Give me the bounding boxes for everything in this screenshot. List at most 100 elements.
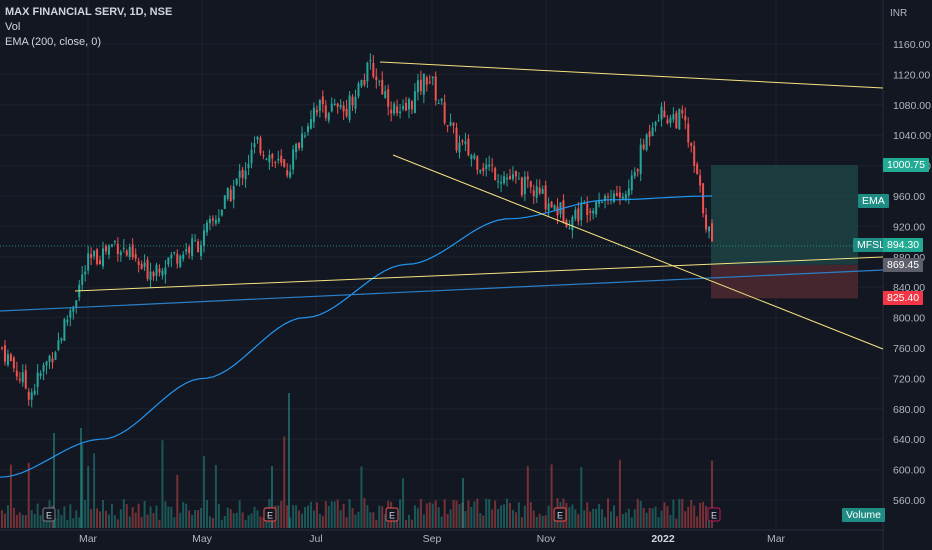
- volume-bar: [651, 508, 654, 528]
- long-position-tool[interactable]: [0, 165, 883, 299]
- candle-body: [580, 202, 583, 220]
- candle-body: [428, 81, 431, 83]
- trendlines[interactable]: [0, 61, 884, 478]
- volume-bar: [27, 462, 30, 528]
- candle-body: [336, 103, 339, 107]
- volume-bar: [42, 519, 45, 528]
- candle-body: [60, 338, 63, 341]
- volume-bar: [214, 465, 217, 528]
- price-axis[interactable]: 1160.001120.001080.001040.001000.00960.0…: [893, 39, 931, 507]
- candle-body: [574, 209, 577, 219]
- candle-body: [318, 99, 321, 112]
- candle-body: [562, 200, 565, 223]
- candle-body: [624, 194, 627, 200]
- volume-bar: [508, 503, 511, 528]
- candle-body: [12, 357, 15, 369]
- volume-bar: [33, 514, 36, 528]
- volume-bar: [636, 498, 639, 528]
- candle-body: [54, 352, 57, 360]
- time-axis[interactable]: Mar May Jul Sep Nov 2022 Mar: [79, 533, 786, 545]
- time-tick-label: Nov: [537, 533, 556, 545]
- candle-body: [523, 176, 526, 195]
- volume-bar: [137, 503, 140, 528]
- volume-bar: [541, 515, 544, 528]
- candle-body: [63, 319, 66, 341]
- volume-bar: [589, 511, 592, 528]
- earnings-marker: [385, 507, 399, 522]
- candle-body: [497, 181, 500, 183]
- volume-bar: [711, 460, 713, 528]
- candle-body: [360, 79, 363, 87]
- volume-bar: [494, 500, 497, 528]
- volume-bar: [238, 500, 241, 528]
- candle-body: [416, 80, 419, 93]
- candle-body: [223, 195, 226, 209]
- candle-body: [315, 110, 318, 113]
- candle-body: [621, 196, 624, 199]
- volume-bar: [321, 515, 324, 528]
- volume-bar: [419, 499, 422, 528]
- candle-body: [229, 189, 232, 202]
- candle-body: [185, 249, 188, 252]
- volume-bar: [699, 502, 702, 528]
- candle-body: [699, 175, 702, 186]
- candle-body: [592, 210, 595, 214]
- volume-bar: [179, 512, 182, 528]
- candle-body: [491, 164, 494, 166]
- volume-bar: [197, 510, 200, 528]
- symbol-title[interactable]: MAX FINANCIAL SERV, 1D, NSE: [5, 6, 173, 18]
- candle-body: [122, 247, 125, 249]
- candle-body: [601, 201, 604, 203]
- volume-bar: [595, 508, 598, 528]
- volume-bar: [63, 506, 66, 528]
- volume-bar: [428, 502, 431, 528]
- candle-body: [149, 271, 152, 281]
- volume-bar: [586, 502, 589, 528]
- volume-bar: [217, 504, 220, 528]
- candle-body: [191, 238, 194, 257]
- volume-bar: [6, 505, 9, 528]
- volume-bar: [24, 515, 27, 528]
- volume-bar: [384, 514, 387, 528]
- currency-label[interactable]: INR: [890, 8, 908, 19]
- candle-body: [508, 176, 511, 180]
- volume-bar: [96, 508, 99, 528]
- candle-body: [170, 254, 173, 259]
- volume-bar: [277, 505, 280, 528]
- volume-bar: [182, 502, 185, 528]
- volume-bar: [345, 517, 348, 528]
- earnings-marker: [263, 507, 277, 522]
- candle-body: [75, 300, 78, 309]
- candle-body: [146, 259, 149, 279]
- volume-bar: [684, 511, 687, 528]
- candle-body: [220, 210, 223, 216]
- candle-body: [179, 255, 182, 267]
- volume-bar: [286, 505, 289, 528]
- candle-body: [369, 59, 372, 62]
- volume-bar: [425, 503, 428, 528]
- candle-body: [167, 257, 170, 265]
- volume-bar: [306, 505, 309, 528]
- volume-bar: [642, 507, 645, 528]
- volume-bar: [155, 505, 158, 528]
- volume-bar: [399, 499, 402, 528]
- volume-bar: [128, 516, 131, 528]
- ema-indicator-label[interactable]: EMA (200, close, 0): [5, 36, 101, 48]
- price-tick-label: 960.00: [893, 191, 925, 203]
- volume-indicator-label[interactable]: Vol: [5, 21, 21, 33]
- volume-bar: [520, 517, 523, 528]
- volume-bar: [416, 508, 419, 528]
- volume-bar: [173, 517, 176, 528]
- price-tick-label: 1160.00: [893, 39, 930, 51]
- support-line-blue: [0, 269, 884, 312]
- volume-bar: [523, 505, 526, 528]
- volume-bar: [220, 519, 223, 528]
- candle-body: [125, 250, 128, 256]
- volume-bar: [226, 507, 229, 528]
- volume-bar: [526, 466, 529, 528]
- volume-bar: [357, 511, 360, 528]
- volume-bar: [107, 514, 110, 528]
- candle-body: [214, 219, 217, 224]
